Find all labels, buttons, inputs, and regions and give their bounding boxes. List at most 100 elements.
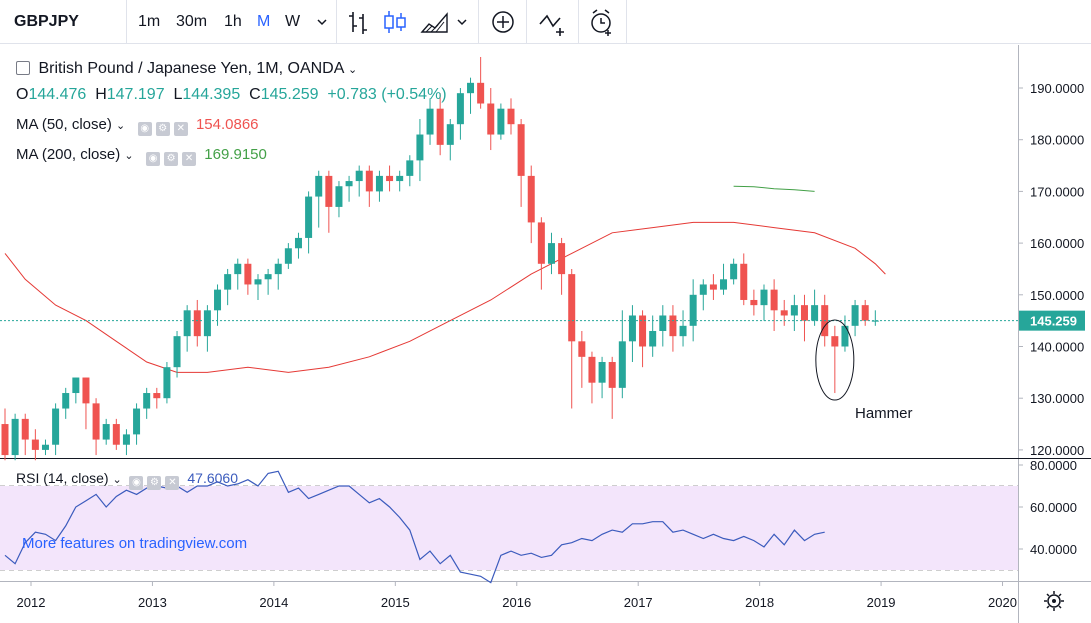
- price-tick-label: 140.0000: [1030, 340, 1084, 355]
- price-axis[interactable]: 190.0000 180.0000 170.0000 160.0000 150.0000…: [1018, 81, 1085, 557]
- eye-icon[interactable]: ◉: [146, 152, 161, 166]
- candle-body: [102, 424, 110, 440]
- candle-body: [841, 325, 849, 347]
- symbol-search-button[interactable]: GBPJPY: [14, 13, 79, 30]
- candle-body: [406, 160, 414, 176]
- close-icon[interactable]: ✕: [165, 476, 180, 490]
- interval-monthly-button[interactable]: M: [257, 13, 271, 30]
- candle-body: [92, 403, 100, 440]
- time-tick-label: 2014: [259, 595, 288, 610]
- candle-body: [659, 315, 667, 331]
- candle-body: [143, 393, 151, 409]
- close-icon[interactable]: ✕: [173, 122, 188, 136]
- chart-type-chevron-icon[interactable]: [456, 0, 468, 44]
- compare-add-icon[interactable]: [490, 0, 516, 44]
- candle-body: [163, 367, 171, 399]
- candle-body: [790, 305, 798, 316]
- ma200-value: 169.9150: [204, 146, 267, 163]
- toolbar-divider: [126, 0, 127, 44]
- candle-body: [689, 294, 697, 326]
- chevron-down-icon[interactable]: ⌄: [347, 64, 358, 76]
- candles: [1, 56, 879, 461]
- candle-body: [618, 341, 626, 388]
- candle-body: [861, 305, 869, 321]
- time-tick-label: 2020: [988, 595, 1017, 610]
- time-tick-label: 2012: [17, 595, 46, 610]
- candle-body: [426, 108, 434, 135]
- top-toolbar: GBPJPY 1m 30m 1h M W: [0, 0, 1091, 44]
- candle-body: [800, 305, 808, 321]
- time-tick-label: 2017: [624, 595, 653, 610]
- close-label: C: [249, 86, 261, 103]
- bar-chart-type-icon[interactable]: [347, 0, 371, 44]
- eye-icon[interactable]: ◉: [129, 476, 144, 490]
- interval-1m-button[interactable]: 1m: [138, 13, 161, 30]
- ma200-legend-row[interactable]: MA (200, close) ⌄ ◉ ⚙ ✕ 169.9150: [16, 146, 267, 166]
- candle-body: [183, 310, 191, 337]
- candle-body: [31, 439, 39, 450]
- current-price-tag: [1019, 310, 1085, 331]
- candle-body: [254, 279, 262, 285]
- hammer-annotation-label: Hammer: [855, 405, 913, 422]
- gear-icon[interactable]: ⚙: [164, 152, 179, 166]
- candle-body: [335, 186, 343, 207]
- tradingview-watermark-link[interactable]: More features on tradingview.com: [22, 535, 248, 552]
- interval-30m-button[interactable]: 30m: [176, 13, 208, 30]
- candle-body: [62, 393, 70, 409]
- candle-body: [740, 263, 748, 300]
- indicators-icon[interactable]: [538, 0, 570, 44]
- candle-body: [436, 108, 444, 145]
- legend-title-row[interactable]: British Pound / Japanese Yen, 1M, OANDA …: [16, 60, 357, 78]
- candle-body: [244, 263, 252, 285]
- ma50-legend-row[interactable]: MA (50, close) ⌄ ◉ ⚙ ✕ 154.0866: [16, 116, 259, 136]
- current-price-label: 145.259: [1030, 314, 1077, 329]
- candle-body: [628, 315, 636, 342]
- interval-dropdown-chevron-icon[interactable]: [316, 0, 328, 44]
- toolbar-divider: [626, 0, 627, 44]
- candle-body: [709, 284, 717, 290]
- ma50-label: MA (50, close): [16, 116, 112, 133]
- candle-body: [214, 289, 222, 311]
- gear-icon[interactable]: ⚙: [155, 122, 170, 136]
- symbol-description: British Pound / Japanese Yen, 1M, OANDA: [38, 60, 344, 77]
- candle-body: [112, 424, 120, 445]
- candle-body: [375, 175, 383, 192]
- time-tick-label: 2018: [745, 595, 774, 610]
- candle-body: [173, 336, 181, 368]
- candle-body: [416, 134, 424, 161]
- rsi-tick-label: 80.0000: [1030, 458, 1077, 473]
- price-tick-label: 180.0000: [1030, 133, 1084, 148]
- ma50-value: 154.0866: [195, 116, 259, 133]
- candle-body: [507, 108, 515, 125]
- chevron-down-icon[interactable]: ⌄: [112, 474, 122, 486]
- interval-1h-button[interactable]: 1h: [224, 13, 242, 30]
- time-tick-label: 2013: [138, 595, 167, 610]
- area-chart-type-icon[interactable]: [420, 0, 450, 44]
- price-tick-label: 160.0000: [1030, 236, 1084, 251]
- eye-icon[interactable]: ◉: [137, 122, 152, 136]
- rsi-line: [4, 470, 825, 584]
- alert-clock-icon[interactable]: [588, 0, 616, 44]
- candle-body: [831, 336, 839, 347]
- time-axis[interactable]: 2012 2013 2014 2015 2016 2017 2018 2019 2020: [17, 581, 1017, 610]
- candle-body: [82, 377, 90, 404]
- candle-body: [487, 103, 495, 135]
- rsi-label: RSI (14, close): [16, 470, 109, 486]
- candle-body: [547, 243, 555, 264]
- candle-body: [52, 408, 60, 445]
- interval-weekly-button[interactable]: W: [285, 13, 301, 30]
- toolbar-divider: [478, 0, 479, 44]
- ma200-line: [733, 185, 815, 192]
- candles-chart-type-icon[interactable]: [382, 0, 408, 44]
- collapse-legend-icon[interactable]: [16, 61, 30, 75]
- close-icon[interactable]: ✕: [182, 152, 197, 166]
- gear-icon[interactable]: ⚙: [147, 476, 162, 490]
- gear-icon[interactable]: [1044, 591, 1064, 611]
- chevron-down-icon[interactable]: ⌄: [116, 120, 126, 132]
- candle-body: [315, 175, 323, 197]
- candle-body: [345, 181, 353, 187]
- rsi-legend-row[interactable]: RSI (14, close) ⌄ ◉ ⚙ ✕ 47.6060: [16, 470, 238, 490]
- chevron-down-icon[interactable]: ⌄: [124, 150, 134, 162]
- close-value: 145.259: [260, 86, 319, 103]
